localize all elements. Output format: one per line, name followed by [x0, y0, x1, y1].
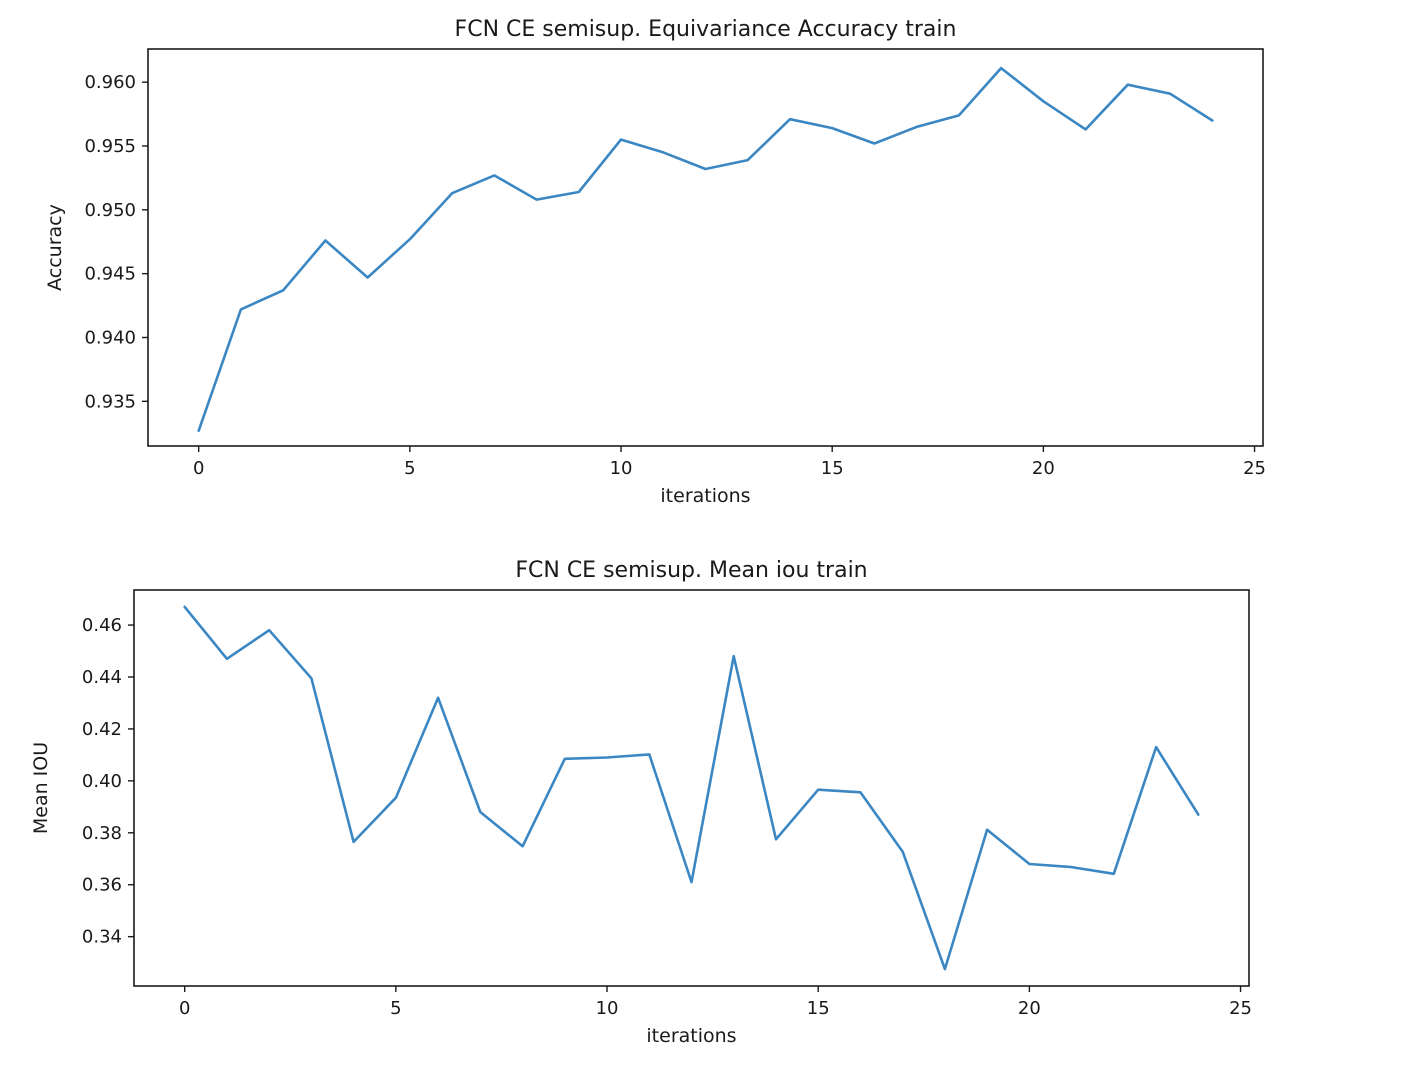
- y-axis-label: Accuracy: [44, 204, 66, 291]
- x-tick-label: 15: [807, 998, 830, 1019]
- x-tick-label: 5: [390, 998, 401, 1019]
- chart-title: FCN CE semisup. Mean iou train: [515, 558, 867, 583]
- y-tick-label: 0.955: [84, 136, 136, 157]
- y-tick-label: 0.46: [82, 615, 122, 636]
- x-tick-label: 15: [821, 458, 844, 479]
- y-tick-label: 0.34: [82, 927, 122, 948]
- y-tick-label: 0.935: [84, 391, 136, 412]
- y-tick-label: 0.960: [84, 72, 136, 93]
- plot-frame: [133, 589, 1250, 987]
- y-tick-label: 0.36: [82, 875, 122, 896]
- x-tick-label: 10: [596, 998, 619, 1019]
- x-tick-label: 25: [1243, 458, 1266, 479]
- x-tick-label: 20: [1032, 458, 1055, 479]
- y-tick-label: 0.945: [84, 264, 136, 285]
- y-tick-label: 0.940: [84, 327, 136, 348]
- y-tick-label: 0.950: [84, 200, 136, 221]
- series-line: [197, 66, 1214, 433]
- y-tick-label: 0.42: [82, 719, 122, 740]
- x-tick-label: 10: [610, 458, 633, 479]
- y-axis-label: Mean IOU: [30, 742, 52, 834]
- series-line: [183, 605, 1200, 971]
- x-tick-label: 0: [193, 458, 204, 479]
- x-tick-label: 5: [404, 458, 415, 479]
- x-axis-label: iterations: [646, 1025, 736, 1047]
- y-tick-label: 0.40: [82, 771, 122, 792]
- x-tick-label: 20: [1018, 998, 1041, 1019]
- y-tick-label: 0.38: [82, 823, 122, 844]
- x-tick-label: 0: [179, 998, 190, 1019]
- y-tick-label: 0.44: [82, 667, 122, 688]
- mean-iou-chart: FCN CE semisup. Mean iou train 0 5 10 15 20 25…: [30, 558, 1252, 1047]
- plot-frame: [147, 48, 1264, 447]
- accuracy-chart: FCN CE semisup. Equivariance Accuracy tr…: [44, 17, 1266, 507]
- chart-title: FCN CE semisup. Equivariance Accuracy tr…: [455, 17, 957, 42]
- x-tick-label: 25: [1229, 998, 1252, 1019]
- x-axis-label: iterations: [660, 485, 750, 507]
